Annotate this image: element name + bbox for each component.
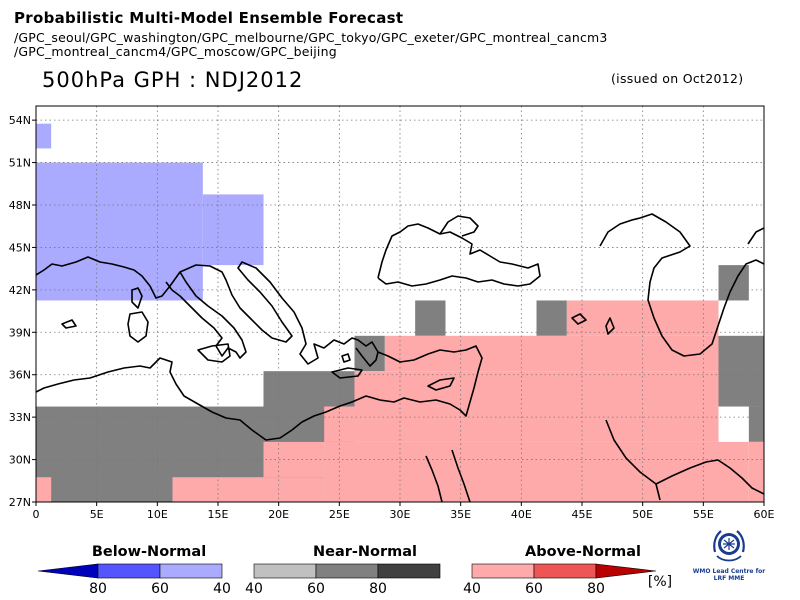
wmo-logo: WMO Lead Centre for LRF MME [686,526,772,582]
lon-tick-label: 35E [450,508,471,521]
coastline-cyprus [427,377,455,391]
legend-swatch [533,563,597,579]
lat-tick-label: 45N [9,241,31,254]
lat-tick-label: 33N [9,411,31,424]
legend-title: Near-Normal [313,544,417,560]
cell-near [415,300,446,336]
coastline-persian-gulf [605,419,764,495]
cell-below [36,123,52,149]
coastline-red-sea-west [425,455,443,502]
cell-above [36,477,52,502]
legend-unit: [%] [648,574,672,590]
cell-near [536,300,567,336]
legend-label: 80 [587,581,605,597]
legend-title: Below-Normal [92,544,206,560]
lat-tick-label: 54N [9,114,31,127]
legend-swatch [97,563,161,579]
cell-below [202,194,264,266]
logo-line-2: LRF MME [713,575,745,582]
coastline-black-sea [377,223,541,287]
lat-tick-label: 27N [9,496,31,509]
cell-below [36,162,203,301]
coastline-caspian-north [599,217,641,247]
cell-above [172,477,325,502]
coastline-corsica [131,287,143,309]
legend-label: 40 [463,581,481,597]
coastline-red-sea-east [451,449,471,502]
issued-date: (issued on Oct2012) [611,71,744,86]
lon-tick-label: 0 [33,508,40,521]
cell-near [718,335,764,407]
page-title: Probabilistic Multi-Model Ensemble Forec… [14,9,404,27]
model-list: /GPC_seoul/GPC_washington/GPC_melbourne/… [14,31,608,59]
legend-label: 80 [89,581,107,597]
legend-label: 40 [245,581,263,597]
lon-tick-label: 15E [208,508,229,521]
legend-swatch [595,563,657,579]
variable-title: 500hPa GPH : NDJ2012 [42,68,304,92]
cell-near [718,265,749,301]
lon-tick-label: 50E [632,508,653,521]
coastline-gulf-qatar [655,483,661,501]
lon-tick-label: 30E [390,508,411,521]
lat-tick-label: 30N [9,454,31,467]
legend-label: 80 [369,581,387,597]
lat-tick-label: 42N [9,284,31,297]
lat-tick-label: 51N [9,157,31,170]
cell-near [748,406,764,442]
coastline-caspian [639,213,764,357]
probability-cells [36,123,764,502]
coastline-sardinia [127,311,149,343]
legend-swatch [159,563,223,579]
cell-above [354,371,719,407]
lat-tick-label: 39N [9,326,31,339]
legend-label: 40 [213,581,231,597]
legend-label: 60 [307,581,325,597]
coastline-aral [747,227,764,245]
legend: Below-Normal 80 60 40 Near-Normal 40 60 80 Above… [37,544,672,597]
legend-title: Above-Normal [525,544,641,560]
lon-tick-label: 5E [90,508,104,521]
coastline-aegean [341,353,351,363]
wmo-emblem-icon [713,530,745,562]
coastline-sicily [197,343,231,363]
legend-swatch [471,563,535,579]
coastline-crete [331,367,363,379]
lon-tick-label: 45E [572,508,593,521]
coastlines [36,213,764,502]
coastline-balearics [61,319,77,329]
coastline-crimea [439,215,479,237]
lon-tick-label: 10E [147,508,168,521]
cell-above [324,406,719,442]
coastline-africa-levant [36,345,483,441]
cell-above [748,441,764,502]
coastline-lake-van [571,313,587,325]
legend-swatch [37,563,99,579]
lat-tick-label: 48N [9,199,31,212]
legend-label: 60 [525,581,543,597]
axis-labels: 0 5E 10E 15E 20E 25E 30E 35E 40E 45E 50E 55E 60E 27N 3… [9,114,775,521]
lon-tick-label: 60E [754,508,775,521]
lon-tick-label: 40E [511,508,532,521]
legend-label: 60 [151,581,169,597]
coastline-lake-urmia [605,317,615,335]
lon-tick-label: 20E [268,508,289,521]
lat-tick-label: 36N [9,369,31,382]
lon-tick-label: 55E [693,508,714,521]
logo-line-1: WMO Lead Centre for [692,568,766,575]
lon-tick-label: 25E [329,508,350,521]
model-list-line-1: /GPC_seoul/GPC_washington/GPC_melbourne/… [14,30,608,45]
cell-above [384,335,719,372]
legend-swatch [315,563,379,579]
map-grid [36,106,764,502]
cell-above [324,441,749,502]
coastline-italy [165,271,247,359]
coastline-europe [36,256,379,367]
legend-swatch [377,563,441,579]
legend-swatch [253,563,317,579]
model-list-line-2: /GPC_montreal_cancm4/GPC_moscow/GPC_beij… [14,44,337,59]
